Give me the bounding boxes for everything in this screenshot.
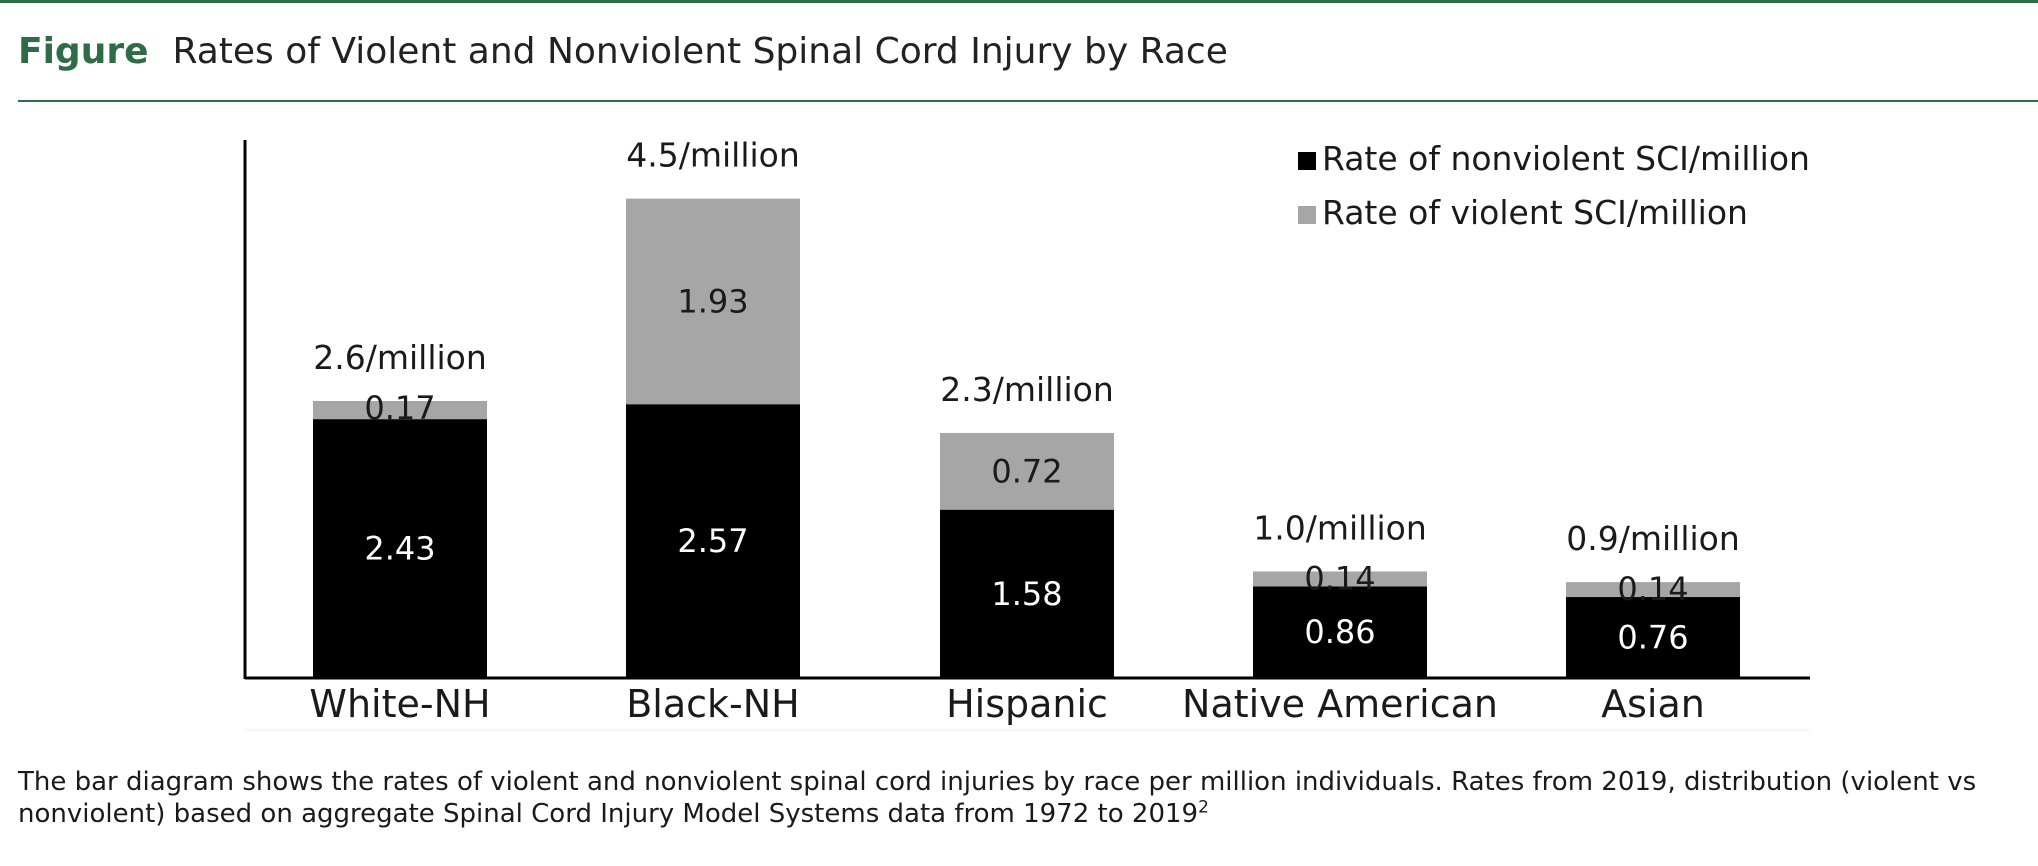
x-tick-label: Native American bbox=[1182, 682, 1498, 726]
data-label: 1.93 bbox=[677, 282, 748, 320]
data-label: 1.58 bbox=[991, 575, 1062, 613]
bar-nonviolent-hispanic bbox=[940, 509, 1114, 678]
bar-nonviolent-native-american bbox=[1253, 586, 1427, 678]
caption-reference: 2 bbox=[1198, 797, 1209, 818]
bar-nonviolent-asian bbox=[1566, 597, 1740, 678]
data-label: 0.76 bbox=[1617, 619, 1688, 657]
bar-nonviolent-white-nh bbox=[313, 419, 487, 678]
stacked-bar-chart: 2.43 0.17 2.6/million White-NH 2.57 1.93 4.5/m… bbox=[243, 136, 1810, 731]
header-rule bbox=[18, 100, 2038, 102]
bar-violent-black-nh bbox=[626, 198, 800, 405]
top-rule bbox=[0, 0, 2038, 3]
x-tick-label: Asian bbox=[1601, 682, 1705, 726]
x-tick-label: White-NH bbox=[309, 682, 490, 726]
figure-header: Figure Rates of Violent and Nonviolent S… bbox=[18, 26, 1228, 76]
total-label: 0.9/million bbox=[1566, 519, 1740, 558]
total-label: 4.5/million bbox=[626, 136, 800, 175]
legend-swatch-violent bbox=[1298, 206, 1316, 224]
x-tick-label: Black-NH bbox=[626, 682, 800, 726]
total-label: 2.3/million bbox=[940, 370, 1114, 409]
figure-label: Figure bbox=[18, 30, 149, 72]
data-label: 0.86 bbox=[1304, 613, 1375, 651]
data-label: 0.14 bbox=[1304, 559, 1375, 597]
total-label: 1.0/million bbox=[1253, 508, 1427, 547]
figure-caption: The bar diagram shows the rates of viole… bbox=[18, 766, 2034, 830]
bar-violent-native-american bbox=[1253, 571, 1427, 587]
figure-title: Rates of Violent and Nonviolent Spinal C… bbox=[172, 30, 1228, 72]
data-label: 2.57 bbox=[677, 522, 748, 560]
bar-violent-hispanic bbox=[940, 432, 1114, 510]
legend-swatch-nonviolent bbox=[1298, 152, 1316, 170]
legend-label-nonviolent: Rate of nonviolent SCI/million bbox=[1322, 139, 1810, 178]
bar-violent-asian bbox=[1566, 582, 1740, 598]
caption-text: The bar diagram shows the rates of viole… bbox=[18, 767, 1977, 829]
bar-violent-white-nh bbox=[313, 401, 487, 420]
x-tick-label: Hispanic bbox=[946, 682, 1108, 726]
legend-label-violent: Rate of violent SCI/million bbox=[1322, 193, 1748, 232]
data-label: 0.72 bbox=[991, 452, 1062, 490]
data-label: 2.43 bbox=[364, 530, 435, 568]
bar-nonviolent-black-nh bbox=[626, 404, 800, 678]
data-label: 0.17 bbox=[364, 389, 435, 427]
total-label: 2.6/million bbox=[313, 338, 487, 377]
data-label: 0.14 bbox=[1617, 570, 1688, 608]
